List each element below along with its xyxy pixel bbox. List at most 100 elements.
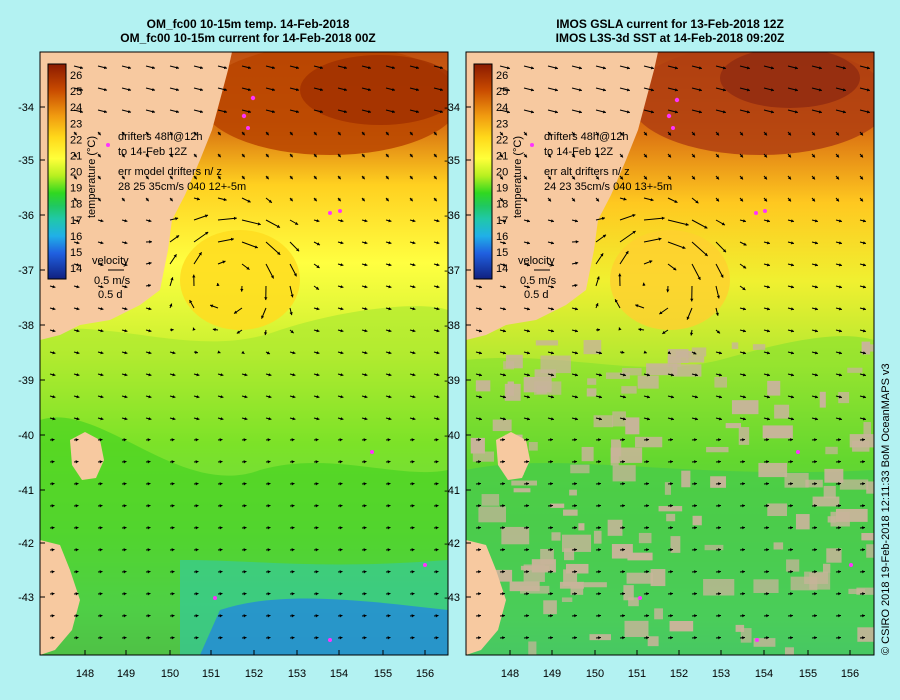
current-vector-head [363,570,367,574]
current-vector-head [698,110,702,114]
current-vector-head [838,373,842,377]
model-panel-title-line1: OM_fc00 10-15m temp. 14-Feb-2018 [146,17,350,31]
current-vector-head [223,197,227,202]
longitude-tick-label: 150 [586,668,604,680]
current-vector-head [435,592,439,596]
current-vector-head [862,263,866,267]
current-vector-head [838,241,842,245]
current-vector-head [814,329,818,333]
current-vector-head [598,417,602,421]
missing-data-patch [593,415,614,428]
current-vector-head [339,438,343,442]
current-vector-head [694,570,697,574]
latitude-tick-label: -41 [444,485,460,497]
current-vector-head [367,109,371,114]
current-vector-head [502,417,506,421]
longitude-tick-label: 154 [330,668,348,680]
current-vector-head [51,460,55,464]
current-vector-head [523,198,527,202]
current-vector-head [391,65,395,70]
current-vector-head [192,274,196,278]
missing-data-patch [731,400,759,415]
current-vector-head [271,109,275,114]
current-vector-head [578,110,582,114]
current-vector-head [412,329,416,333]
current-vector-head [367,65,371,70]
current-vector-head [646,482,649,486]
current-vector-head [241,175,245,180]
missing-data-patch [564,548,575,561]
current-vector-head [151,87,155,92]
current-vector-head [222,260,226,264]
missing-data-patch [869,344,874,352]
current-vector-head [175,87,179,92]
missing-data-patch [767,380,781,396]
current-vector-head [787,176,791,180]
current-vector-head [478,307,482,311]
current-vector-head [339,504,343,508]
current-vector-head [339,526,343,530]
current-vector-head [790,504,793,508]
current-vector-head [718,373,722,377]
current-vector-head [502,373,506,377]
current-vector-head [148,307,152,311]
missing-data-patch [559,581,584,589]
current-vector-head [790,592,793,596]
colorbar-tick-label: 19 [70,183,82,195]
current-vector-head [526,395,530,399]
missing-data-patch [839,479,869,490]
current-vector-head [694,482,697,486]
current-vector-head [363,614,367,618]
current-vector-head [171,504,175,508]
current-vector-head [415,109,419,114]
current-vector-head [315,526,319,530]
current-vector-head [121,175,125,180]
current-vector-head [241,131,245,136]
current-vector-head [364,219,368,223]
current-vector-head [622,460,625,464]
current-vector-head [790,636,793,640]
longitude-tick-label: 155 [374,668,392,680]
current-vector-head [790,482,793,486]
current-vector-head [171,592,175,596]
current-vector-head [171,570,175,574]
current-vector-head [550,285,554,289]
current-vector-head [502,329,506,333]
missing-data-patch [523,564,545,582]
current-vector-head [862,219,866,223]
current-vector-head [241,153,245,158]
latitude-tick-label: -38 [444,320,460,332]
missing-data-patch [540,355,571,374]
current-vector-head [388,307,392,311]
current-vector-head [170,328,174,332]
current-vector-head [243,438,247,442]
current-vector-head [842,66,846,70]
missing-data-patch [570,464,590,474]
current-vector-head [694,548,697,552]
current-vector-head [412,373,416,377]
current-vector-head [127,87,131,92]
current-vector-head [292,373,296,377]
longitude-tick-label: 153 [288,668,306,680]
current-vector-head [763,198,767,202]
longitude-tick-label: 156 [416,668,434,680]
current-vector-head [550,373,554,377]
current-vector-head [742,351,746,355]
current-vector-head [842,88,846,92]
current-vector-head [790,241,794,245]
current-vector-head [838,570,841,574]
drifter-marker [241,113,247,119]
current-vector-head [388,351,392,355]
current-vector-head [550,263,554,267]
current-vector-head [291,614,295,618]
australia-mainland [40,52,232,340]
current-vector-head [254,245,258,249]
current-vector-head [73,131,77,136]
current-vector-head [718,548,721,552]
current-vector-head [99,460,103,464]
colorbar-tick-label: 22 [70,134,82,146]
current-vector-head [391,87,395,92]
current-vector-head [598,570,601,574]
current-vector-head [574,460,577,464]
current-vector-head [412,285,416,289]
